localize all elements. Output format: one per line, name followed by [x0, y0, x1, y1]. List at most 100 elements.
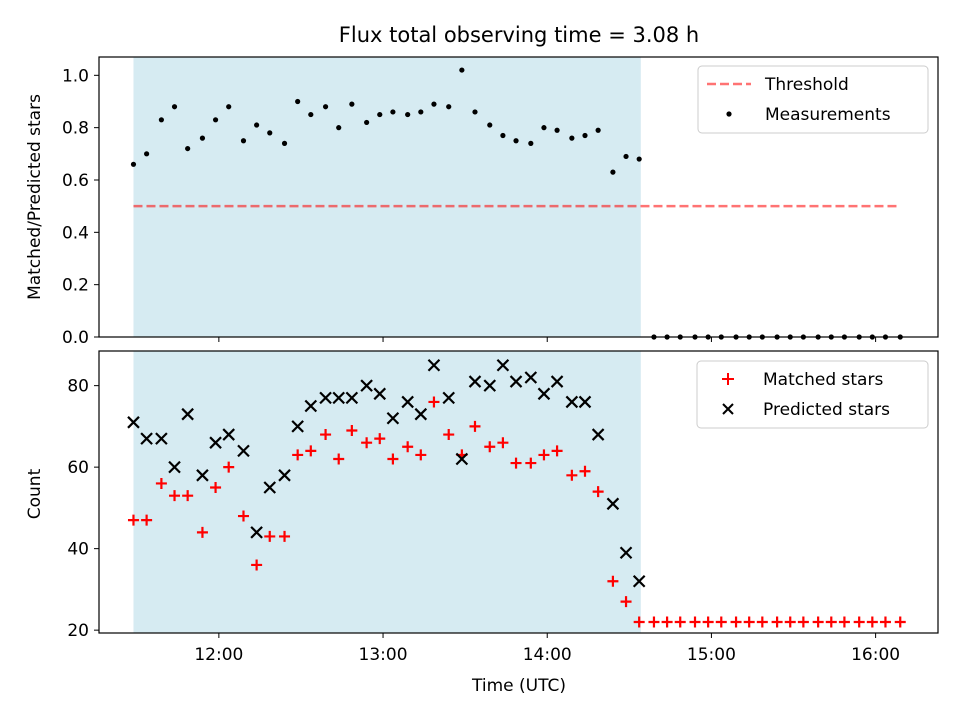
y-axis-label-ratio: Matched/Predicted stars	[25, 94, 45, 300]
axes-frame	[98, 350, 939, 634]
matched-star-point	[579, 465, 591, 477]
matched-star-point	[361, 437, 373, 449]
matched-star-point	[743, 616, 755, 628]
matched-star-point	[879, 616, 891, 628]
predicted-star-point	[386, 411, 400, 425]
matched-star-point	[702, 616, 714, 628]
measurement-point	[158, 117, 164, 123]
predicted-star-point	[578, 395, 592, 409]
matched-star-point	[443, 429, 455, 441]
predicted-star-point	[332, 391, 345, 405]
measurement-point	[199, 135, 206, 141]
matched-star-point	[497, 437, 509, 449]
matched-star-point	[237, 510, 249, 522]
measurement-point	[405, 111, 411, 118]
observing-window-band	[133, 351, 641, 633]
predicted-star-point	[632, 574, 646, 588]
matched-star-point	[592, 486, 604, 498]
x-axis-label: Time (UTC)	[471, 676, 566, 696]
matched-star-point	[661, 616, 673, 628]
ratio-panel: 0.0 0.2 0.4 0.6 0.8 1.0	[62, 56, 939, 348]
measurement-point	[446, 104, 452, 110]
predicted-star-point	[222, 428, 235, 441]
measurement-point	[500, 132, 506, 139]
measurement-point	[212, 117, 219, 123]
matched-star-point	[346, 424, 358, 436]
matched-star-point	[292, 449, 304, 461]
matched-star-point	[730, 616, 742, 628]
matched-star-point	[620, 596, 632, 608]
measurement-point	[541, 125, 547, 131]
predicted-star-point	[468, 375, 482, 388]
measurement-point	[390, 109, 396, 115]
predicted-star-point	[401, 395, 414, 409]
matched-star-point	[784, 616, 796, 628]
matched-star-point	[127, 514, 139, 526]
measurement-point	[240, 138, 247, 144]
measurement-point	[595, 127, 601, 133]
predicted-star-point	[442, 391, 455, 405]
legend-predicted-swatch	[722, 403, 734, 415]
matched-star-point	[866, 616, 878, 628]
predicted-star-point	[565, 395, 579, 409]
x-tick-label: 14:00	[523, 645, 572, 665]
matched-star-point	[674, 616, 686, 628]
measurement-point	[130, 161, 137, 167]
matched-star-point	[374, 433, 386, 445]
matched-star-point	[469, 420, 481, 432]
measurement-point	[377, 111, 383, 118]
matched-star-point	[320, 429, 332, 441]
matched-star-point	[428, 396, 440, 408]
y-tick-label: 0.0	[62, 328, 89, 348]
matched-star-point	[196, 526, 208, 538]
predicted-star-point	[537, 387, 551, 401]
matched-star-point	[715, 616, 727, 628]
matched-star-point	[771, 616, 783, 628]
predicted-star-point	[427, 358, 441, 372]
legend-matched-swatch	[722, 373, 734, 385]
predicted-star-point	[168, 460, 181, 474]
y-tick-label: 20	[67, 621, 89, 641]
measurement-point	[281, 140, 288, 146]
measurement-point	[472, 109, 478, 115]
predicted-star-point	[455, 452, 469, 466]
matched-star-point	[387, 453, 399, 465]
measurement-point	[254, 122, 260, 128]
x-tick-label: 15:00	[687, 645, 736, 665]
matched-star-point	[223, 461, 235, 473]
matched-star-point	[812, 616, 824, 628]
measurement-point	[528, 140, 534, 146]
axes-frame	[98, 56, 939, 338]
predicted-star-point	[591, 428, 605, 441]
measurement-point	[636, 156, 642, 162]
predicted-star-point	[127, 416, 140, 429]
matched-star-point	[894, 616, 906, 628]
measurement-point	[610, 169, 616, 175]
measurement-point	[431, 101, 437, 107]
x-tick-label: 16:00	[851, 645, 900, 665]
measurement-point	[349, 101, 355, 107]
observing-window-band	[133, 57, 641, 337]
predicted-star-point	[509, 375, 523, 388]
predicted-star-point	[196, 469, 209, 482]
matched-star-point	[210, 482, 222, 494]
legend-predicted-label: Predicted stars	[763, 400, 890, 420]
legend-threshold-label: Threshold	[764, 75, 849, 95]
predicted-star-point	[250, 526, 263, 539]
matched-star-point	[305, 445, 317, 457]
predicted-star-point	[319, 391, 332, 405]
measurement-point	[569, 135, 575, 141]
measurement-point	[226, 104, 232, 110]
predicted-star-point	[550, 375, 564, 388]
y-tick-label: 0.8	[62, 119, 89, 139]
measurement-point	[322, 104, 329, 110]
count-panel: 20 40 60 80 12:00 13:00 14:00 15:00 16:00	[67, 350, 939, 665]
measurement-point	[308, 111, 314, 118]
predicted-star-point	[304, 399, 318, 413]
legend-count-panel: Matched stars Predicted stars	[696, 360, 929, 429]
measurement-point	[418, 109, 424, 115]
predicted-star-point	[291, 420, 304, 433]
matched-star-point	[538, 449, 550, 461]
measurement-point	[185, 145, 191, 152]
